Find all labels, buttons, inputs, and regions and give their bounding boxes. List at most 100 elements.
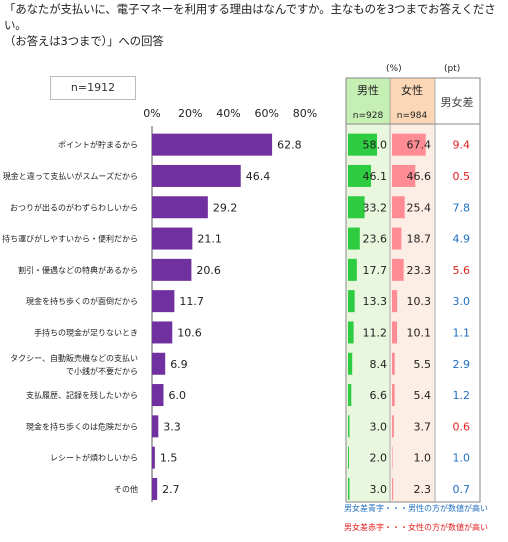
female-value: 25.4 [407,201,432,214]
percent-unit: (%) [386,64,402,74]
bar-value-label: 21.1 [197,233,222,246]
diff-value: 4.9 [453,233,471,246]
female-value: 3.7 [414,420,432,433]
female-value: 5.5 [414,358,432,371]
x-tick-label: 60% [255,107,279,120]
female-bar [392,164,416,187]
female-value: 10.1 [407,326,432,339]
bar [152,352,166,375]
female-bar [392,477,394,500]
male-bar [348,258,357,281]
diff-value: 3.0 [453,295,471,308]
legend-blue: 男女差青字・・・男性の方が数値が高い [344,504,488,513]
category-label: 割引・優遇などの特典があるから [18,265,138,275]
female-bar [392,446,393,469]
male-value: 33.2 [363,201,388,214]
male-value: 3.0 [370,483,388,496]
diff-value: 0.7 [453,483,471,496]
diff-value: 1.2 [453,389,471,402]
bar [152,384,164,407]
sample-size-box: n=1912 [50,76,136,100]
male-bar [348,133,377,156]
bar [152,446,155,469]
male-bar [348,352,353,375]
bar-value-label: 62.8 [277,139,302,152]
bar [152,290,175,313]
category-label: ポイントが貯まるから [58,140,138,150]
female-value: 23.3 [407,264,432,277]
male-bar [348,321,354,344]
category-label: 手持ちの現金が足りないとき [34,327,138,337]
female-bar [392,258,404,281]
male-value: 46.1 [363,170,388,183]
bar [152,477,158,500]
male-bar [348,227,360,250]
category-label: 持ち運びがしやすいから・便利だから [2,234,138,244]
page-title: 「あなたが支払いに、電子マネーを利用する理由はなんですか。主なものを3つまでお答… [4,2,496,48]
bar-value-label: 29.2 [213,201,238,214]
bar-value-label: 3.3 [163,420,181,433]
bar-value-label: 6.0 [168,389,186,402]
female-value: 67.4 [407,139,432,152]
female-header: 女性 [401,83,423,97]
bar-value-label: 1.5 [160,452,178,465]
female-header-bg [390,78,435,124]
category-label: タクシー、自動販売機などの支払い [10,353,138,363]
female-value: 1.0 [414,452,432,465]
bar-value-label: 10.6 [177,326,202,339]
male-bar [348,384,352,407]
category-label: で小銭が不要だから [66,366,138,376]
category-label: 現金を持ち歩くのは危険だから [26,421,138,431]
bar [152,321,173,344]
female-bar [392,352,395,375]
diff-value: 9.4 [453,139,471,152]
diff-header: 男女差 [441,95,474,109]
category-label: おつりが出るのがわずらわしいから [10,202,138,212]
bar-value-label: 2.7 [162,483,180,496]
bar [152,133,273,156]
male-value: 11.2 [363,326,388,339]
bar [152,164,241,187]
bar-value-label: 46.4 [246,170,270,183]
male-bar [348,446,349,469]
male-value: 6.6 [370,389,388,402]
male-n: n=928 [353,111,384,121]
female-bar [392,196,405,219]
male-header-bg [346,78,390,124]
x-tick-label: 20% [178,107,202,120]
male-bar [348,196,365,219]
table-border [345,77,481,503]
male-value: 17.7 [363,264,388,277]
bar [152,227,193,250]
female-bar [392,227,402,250]
female-bar [392,415,394,438]
female-bar [392,133,426,156]
female-value: 18.7 [407,233,432,246]
x-tick-label: 40% [216,107,240,120]
female-value: 10.3 [407,295,432,308]
male-bar [348,290,355,313]
diff-value: 2.9 [453,358,471,371]
female-value: 46.6 [407,170,432,183]
bar-value-label: 20.6 [196,264,221,277]
category-label: その他 [114,484,138,494]
female-bar [392,384,395,407]
bar [152,415,159,438]
male-value: 3.0 [370,420,388,433]
male-bar [348,477,350,500]
female-n: n=984 [397,111,428,121]
diff-value: 5.6 [453,264,471,277]
male-bar [348,164,372,187]
male-header: 男性 [357,83,379,97]
male-value: 23.6 [363,233,388,246]
bar [152,258,192,281]
category-label: 現金を持ち歩くのが面倒だから [26,296,138,306]
male-bar [348,415,350,438]
category-label: 現金と違って支払いがスムーズだから [3,171,138,181]
x-tick-label: 0% [143,107,160,120]
female-value: 5.4 [414,389,432,402]
diff-value: 1.0 [453,452,471,465]
male-value: 13.3 [363,295,388,308]
category-label: 支払履歴、記録を残したいから [26,390,138,400]
